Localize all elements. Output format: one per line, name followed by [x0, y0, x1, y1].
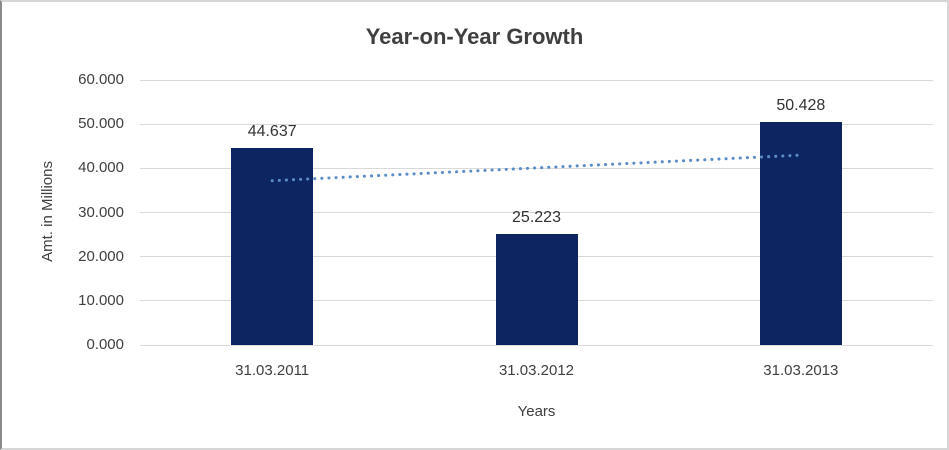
bar-value-label: 50.428 [776, 97, 826, 115]
bar [759, 122, 842, 345]
x-tick-label: 31.03.2013 [763, 362, 839, 379]
bar [495, 233, 578, 345]
gridline [140, 344, 933, 346]
trendline-dotted [270, 153, 803, 183]
x-axis-title: Years [517, 403, 556, 420]
y-tick-label: 60.000 [78, 71, 124, 88]
plot-area: 44.637 25.223 50.428 [140, 79, 933, 346]
x-tick-label: 31.03.2011 [235, 362, 310, 379]
gridline [140, 212, 933, 213]
gridline [140, 123, 933, 125]
y-tick-label: 50.000 [78, 115, 124, 133]
y-tick-label: 0.000 [86, 336, 124, 353]
chart-title: Year-on-Year Growth [365, 24, 584, 49]
y-tick-label: 40.000 [78, 159, 124, 177]
x-tick-label: 31.03.2012 [498, 362, 575, 379]
y-axis-labels: 0.000 10.000 20.000 30.000 40.000 50.000 60.00… [2, 71, 124, 353]
gridline [140, 167, 933, 169]
x-axis-labels: 31.03.2011 31.03.2012 31.03.2013 [140, 362, 933, 382]
bar-value-label: 44.637 [247, 122, 297, 140]
y-tick-label: 30.000 [78, 203, 124, 221]
y-tick-label: 20.000 [78, 247, 124, 265]
bar-value-label: 25.223 [512, 208, 561, 226]
y-tick-label: 10.000 [78, 291, 124, 309]
gridline [140, 79, 933, 81]
